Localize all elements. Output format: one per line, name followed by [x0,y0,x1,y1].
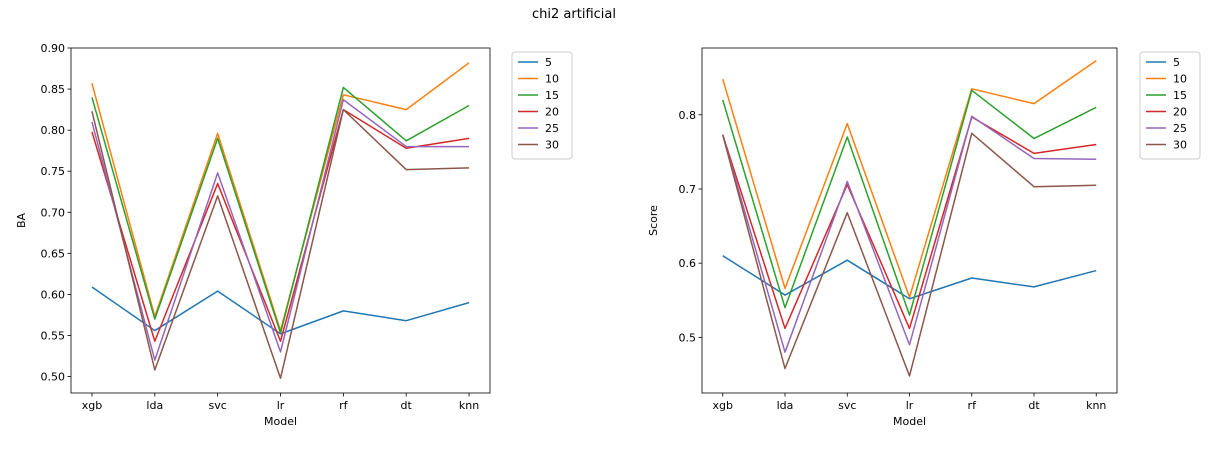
legend-label-30: 30 [545,139,559,152]
legend: 5 10 15 20 25 30 [511,51,573,160]
y-axis-label: BA [15,212,28,228]
series-line-5 [722,255,1097,300]
x-tick-label: xgb [82,399,102,412]
y-tick-label: 0.5 [679,331,697,344]
x-tick-label: knn [1086,399,1106,412]
legend-label-10: 10 [1173,73,1187,86]
x-tick-label: rf [339,399,349,412]
y-tick-label: 0.55 [41,330,66,343]
legend-label-15: 15 [545,89,559,102]
y-tick-label: 0.7 [679,183,697,196]
series-line-30 [91,108,470,379]
series-line-30 [722,132,1097,377]
chart-ba: xgb lda svc lr rf dt knn 0.50 0.55 0.60 0.65 0.70 0.… [15,42,573,428]
series-line-15 [91,86,470,334]
y-tick-label: 0.80 [41,124,66,137]
series-line-25 [722,115,1097,353]
series-line-25 [91,99,470,361]
legend-label-25: 25 [545,122,559,135]
y-tick-label: 0.8 [679,109,697,122]
legend-label-20: 20 [1173,106,1187,119]
legend-box [1139,51,1201,160]
y-tick-label: 0.90 [41,42,66,55]
x-axis-label: Model [264,415,297,428]
y-tick-label: 0.65 [41,247,66,260]
series-line-10 [91,62,470,332]
legend-label-15: 15 [1173,89,1187,102]
x-tick-label: lr [906,399,914,412]
legend-box [511,51,573,160]
legend-label-5: 5 [545,56,552,69]
x-tick-label: xgb [713,399,733,412]
y-tick-label: 0.6 [679,257,697,270]
y-tick-label: 0.75 [41,165,66,178]
series-line-15 [722,89,1097,316]
legend-label-25: 25 [1173,122,1187,135]
x-tick-label: dt [401,399,413,412]
legend: 5 10 15 20 25 30 [1139,51,1201,160]
y-axis-label: Score [647,205,660,236]
y-tick-label: 0.50 [41,371,66,384]
y-tick-label: 0.85 [41,83,66,96]
y-tick-label: 0.70 [41,206,66,219]
x-tick-label: knn [459,399,479,412]
y-tick-label: 0.60 [41,288,66,301]
x-tick-label: dt [1028,399,1040,412]
legend-label-20: 20 [545,106,559,119]
figure-title: chi2 artificial [532,7,616,22]
series-line-10 [722,59,1097,299]
x-tick-label: svc [838,399,856,412]
legend-label-5: 5 [1173,56,1180,69]
chart-score: xgb lda svc lr rf dt knn 0.5 0.6 0.7 0.8 Model Score… [647,47,1201,428]
series-line-20 [722,116,1097,330]
x-tick-label: svc [209,399,227,412]
series-line-20 [91,108,470,342]
series-line-5 [91,286,470,335]
legend-label-30: 30 [1173,139,1187,152]
legend-label-10: 10 [545,73,559,86]
x-axis-label: Model [893,415,926,428]
x-tick-label: lda [146,399,163,412]
x-tick-label: rf [968,399,978,412]
x-tick-label: lr [277,399,285,412]
x-tick-label: lda [777,399,794,412]
